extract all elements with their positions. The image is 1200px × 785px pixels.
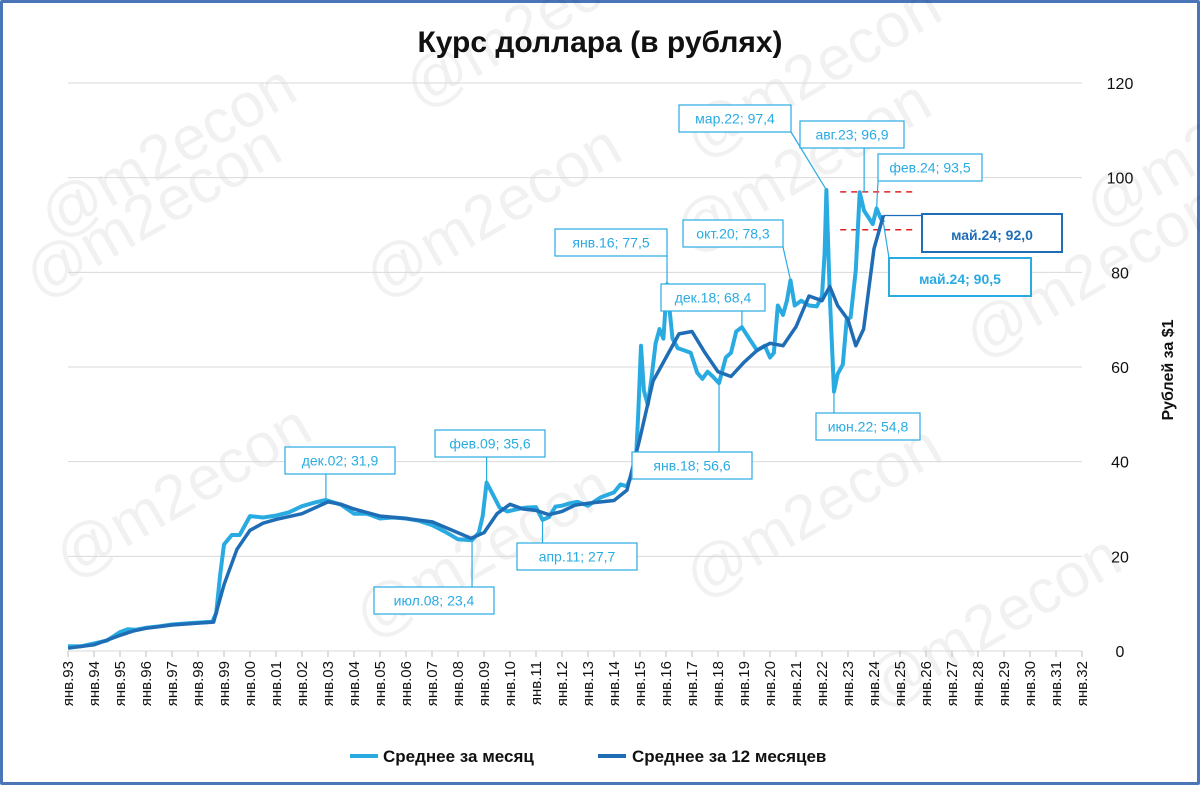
x-tick-label: янв.93: [60, 661, 77, 706]
x-tick-label: янв.07: [424, 661, 441, 706]
callout-label: май.24; 90,5: [919, 271, 1001, 287]
y-tick-label: 40: [1111, 455, 1129, 472]
x-tick-label: янв.17: [684, 661, 701, 706]
x-tick-label: янв.98: [190, 661, 207, 706]
series-line-monthly: [68, 188, 886, 649]
watermark-text: @m2econ: [673, 411, 953, 613]
x-tick-label: янв.06: [398, 661, 415, 706]
y-tick-label: 100: [1107, 171, 1134, 188]
x-tick-label: янв.11: [528, 661, 545, 705]
y-tick-label: 60: [1111, 360, 1129, 377]
x-tick-label: янв.32: [1074, 661, 1091, 706]
x-tick-label: янв.31: [1048, 661, 1065, 706]
x-tick-label: янв.01: [268, 661, 285, 706]
callout-box: [284, 446, 396, 475]
callout-box: [921, 213, 1063, 253]
x-tick-label: янв.15: [632, 661, 649, 706]
callout-box: [554, 228, 668, 257]
x-tick-label: янв.09: [476, 661, 493, 706]
callout-label: янв.16; 77,5: [572, 235, 649, 251]
x-tick-label: янв.30: [1022, 661, 1039, 706]
x-tick-label: янв.16: [658, 661, 675, 706]
callout-box: [877, 153, 983, 182]
x-tick-label: янв.00: [242, 661, 259, 706]
series-line-annual: [67, 215, 886, 650]
x-axis-ticks: янв.93 янв.94 янв.95 янв.96 янв.97 янв.98 янв.…: [60, 651, 1091, 706]
callout-leader: [876, 180, 879, 209]
x-tick-label: янв.26: [918, 661, 935, 706]
x-tick-label: янв.99: [216, 661, 233, 706]
x-tick-label: янв.10: [502, 661, 519, 706]
callout-box: [516, 542, 638, 571]
series-lines: [67, 188, 886, 650]
callout-label: янв.18; 56,6: [653, 458, 730, 474]
chart-title: Курс доллара (в рублях): [417, 26, 782, 59]
x-tick-label: янв.18: [710, 661, 727, 706]
watermark-text: @m2econ: [393, 0, 673, 122]
watermark-text: @m2econ: [43, 391, 323, 593]
watermarks: @m2econ @m2econ @m2econ@m2econ@m2econ @m2ec…: [13, 0, 1200, 722]
reference-lines: [840, 191, 913, 231]
x-tick-label: янв.13: [580, 661, 597, 706]
x-tick-label: янв.03: [320, 661, 337, 706]
x-tick-label: янв.25: [892, 661, 909, 706]
callouts: дек.02; 31,9 июл.08; 23,4 фев.09; 35,6 апр.…: [284, 104, 1063, 615]
callout-box: [631, 451, 753, 480]
callout-label: окт.20; 78,3: [696, 226, 770, 242]
grid: [68, 82, 1082, 652]
x-tick-label: янв.28: [970, 661, 987, 706]
callout-leader: [882, 222, 890, 259]
callout-box: [660, 283, 766, 312]
y-axis-label: Рублей за $1: [1160, 319, 1177, 420]
y-tick-label: 80: [1111, 265, 1129, 282]
callout-box: [799, 120, 905, 149]
x-tick-label: янв.23: [840, 661, 857, 706]
callout-box: [682, 219, 784, 248]
x-tick-label: янв.20: [762, 661, 779, 706]
callout-leader: [782, 246, 792, 281]
callout-label: авг.23; 96,9: [815, 127, 888, 143]
callout-box: [373, 586, 495, 615]
x-tick-label: янв.12: [554, 661, 571, 706]
callout-box: [434, 429, 546, 458]
callout-box: [815, 412, 921, 441]
callout-label: июл.08; 23,4: [394, 593, 475, 609]
y-tick-label: 120: [1107, 76, 1134, 93]
callout-label: апр.11; 27,7: [539, 549, 616, 565]
callout-box: [678, 104, 792, 133]
x-tick-label: янв.05: [372, 661, 389, 706]
legend-label-monthly: Среднее за месяц: [383, 747, 534, 766]
legend: Среднее за месяц Среднее за 12 месяцев: [350, 747, 826, 766]
x-tick-label: янв.97: [164, 661, 181, 706]
watermark-text: @m2econ: [353, 111, 633, 313]
x-tick-label: янв.04: [346, 661, 363, 706]
callout-label: фев.24; 93,5: [889, 160, 970, 176]
x-tick-label: янв.95: [112, 661, 129, 706]
callout-leader: [790, 131, 827, 191]
callout-label: дек.02; 31,9: [302, 453, 379, 469]
x-tick-label: янв.27: [944, 661, 961, 706]
y-tick-label: 0: [1116, 644, 1125, 661]
x-tick-label: янв.96: [138, 661, 155, 706]
callout-label: май.24; 92,0: [951, 227, 1033, 243]
x-tick-label: янв.08: [450, 661, 467, 706]
x-tick-label: янв.02: [294, 661, 311, 706]
y-axis-ticks: 0 20 40 60 80 100 120: [1107, 76, 1134, 661]
callout-label: мар.22; 97,4: [695, 111, 775, 127]
y-tick-label: 20: [1111, 549, 1129, 566]
x-tick-label: янв.21: [788, 661, 805, 706]
x-tick-label: янв.19: [736, 661, 753, 706]
x-tick-label: янв.94: [86, 661, 103, 706]
x-tick-label: янв.14: [606, 661, 623, 706]
callout-label: фев.09; 35,6: [449, 436, 530, 452]
x-tick-label: янв.22: [814, 661, 831, 706]
legend-label-annual: Среднее за 12 месяцев: [632, 747, 826, 766]
callout-box: [888, 257, 1032, 297]
x-tick-label: янв.29: [996, 661, 1013, 706]
x-tick-label: янв.24: [866, 661, 883, 706]
callout-label: дек.18; 68,4: [675, 290, 752, 306]
callout-label: июн.22; 54,8: [828, 419, 909, 435]
